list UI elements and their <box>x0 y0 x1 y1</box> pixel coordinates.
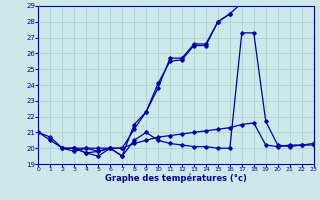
X-axis label: Graphe des températures (°c): Graphe des températures (°c) <box>105 174 247 183</box>
